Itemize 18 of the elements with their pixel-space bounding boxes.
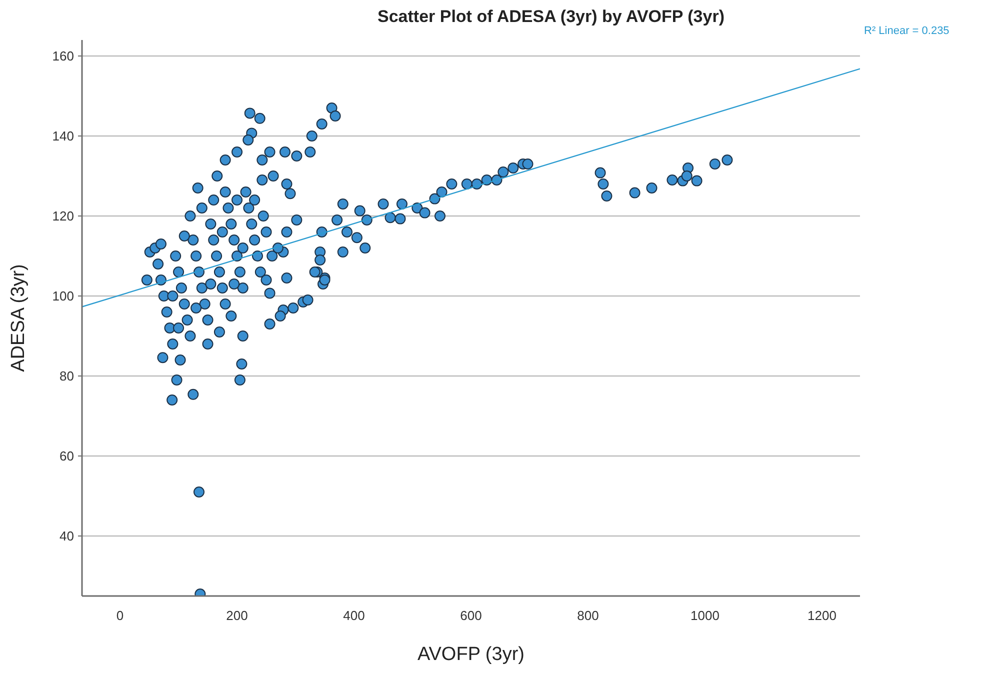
x-tick-label: 0	[116, 608, 124, 623]
y-axis-title: ADESA (3yr)	[8, 264, 29, 372]
y-tick-label: 160	[52, 48, 74, 64]
x-tick-label: 600	[460, 608, 482, 623]
y-tick-label: 60	[60, 448, 74, 464]
y-tick-label: 100	[52, 288, 74, 304]
x-tick-label: 800	[577, 608, 599, 623]
x-tick-label: 200	[226, 608, 248, 623]
x-tick-label: 1000	[690, 608, 720, 623]
y-tick-label: 140	[52, 128, 74, 144]
y-tick-label: 120	[52, 208, 74, 224]
y-tick-label: 40	[60, 528, 74, 544]
x-axis-title: AVOFP (3yr)	[418, 644, 524, 665]
y-tick-label: 80	[60, 368, 74, 384]
text: R² Linear = 0.235	[864, 24, 950, 37]
chart-title: Scatter Plot of ADESA (3yr) by AVOFP (3yr)	[378, 7, 724, 26]
x-tick-label: 400	[343, 608, 365, 623]
x-tick-label: 1200	[808, 608, 836, 623]
